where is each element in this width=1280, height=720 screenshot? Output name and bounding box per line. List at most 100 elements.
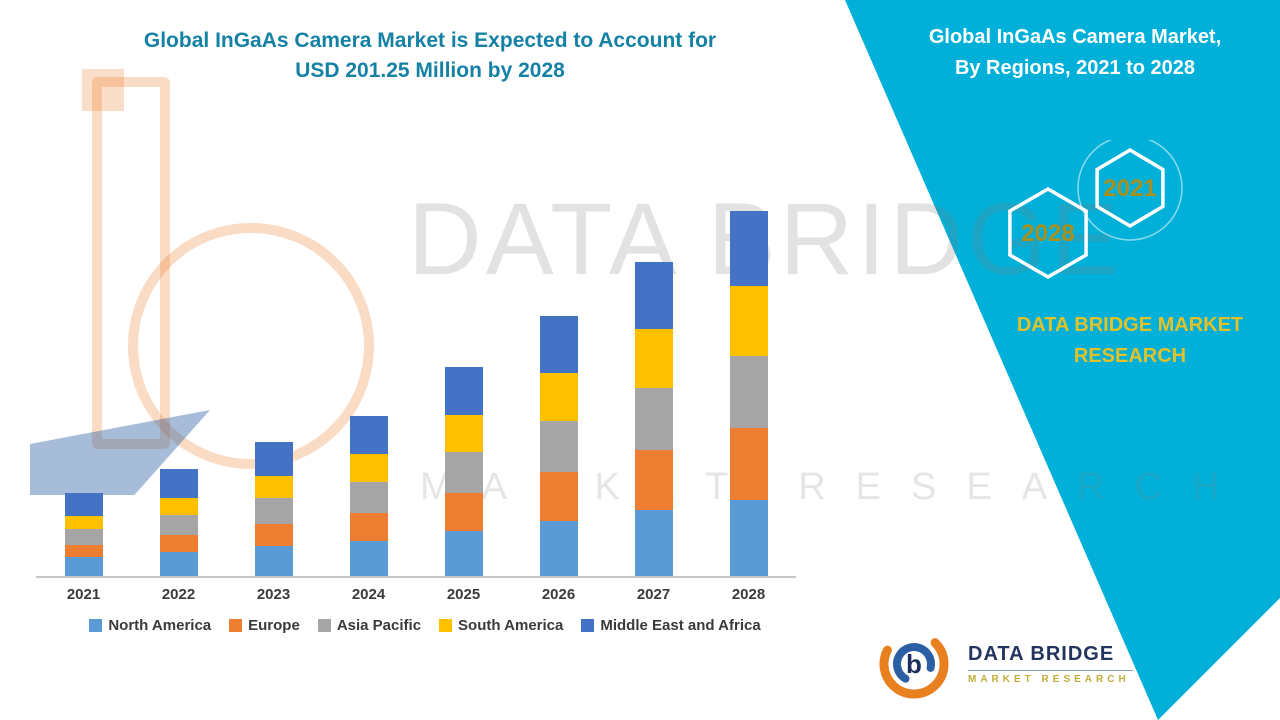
x-axis-label-2024: 2024 <box>351 586 386 603</box>
bar-segment-middle-east-and-africa <box>254 441 293 477</box>
bar-segment-south-america <box>539 372 578 421</box>
chart-title: Global InGaAs Camera Market is Expected … <box>50 26 810 87</box>
legend-swatch-icon <box>89 619 103 632</box>
bar-segment-north-america <box>64 557 103 576</box>
bar-column-2027 <box>606 195 701 576</box>
bar-segment-middle-east-and-africa <box>539 315 578 373</box>
legend-swatch-icon <box>581 619 595 632</box>
legend-item-south-america: South America <box>439 617 563 634</box>
bar-segment-north-america <box>539 520 578 576</box>
legend-label: South America <box>458 617 564 634</box>
hexagon-orbit-circle <box>1077 140 1183 241</box>
legend-swatch-icon <box>229 619 243 632</box>
legend-item-middle-east-and-africa: Middle East and Africa <box>581 617 761 634</box>
bar-segment-asia-pacific <box>254 498 293 525</box>
x-axis-label-2021: 2021 <box>66 586 101 603</box>
bar-segment-asia-pacific <box>159 514 198 536</box>
side-panel-brand: DATA BRIDGE MARKET RESEARCH <box>995 310 1265 372</box>
bar-segment-south-america <box>159 497 198 515</box>
logo-inner-swirl <box>893 643 935 685</box>
bar-segment-europe <box>729 428 768 501</box>
chart-title-line1: Global InGaAs Camera Market is Expected … <box>143 29 717 52</box>
x-axis-label-2025: 2025 <box>446 586 481 603</box>
bar-segment-north-america <box>254 546 293 576</box>
bar-segment-asia-pacific <box>634 387 673 450</box>
bar-segment-south-america <box>729 286 768 356</box>
plot-area <box>36 195 796 578</box>
bar-segment-south-america <box>254 476 293 499</box>
bar-column-2022 <box>131 195 226 576</box>
bar-column-2023 <box>226 195 321 576</box>
company-logo-tagline: MARKET RESEARCH <box>968 674 1130 685</box>
bar-segment-middle-east-and-africa <box>729 210 768 287</box>
hexagon-2021-outline <box>1095 147 1165 229</box>
legend-item-north-america: North America <box>89 617 211 634</box>
bar-segment-asia-pacific <box>539 420 578 473</box>
watermark-logo <box>30 55 450 495</box>
bar-segment-europe <box>159 535 198 552</box>
bar-segment-south-america <box>444 415 483 453</box>
bar-segment-europe <box>539 472 578 521</box>
bar-segment-europe <box>349 513 388 541</box>
x-axis-label-2027: 2027 <box>636 586 671 603</box>
bar-segment-north-america <box>729 500 768 576</box>
legend-label: Asia Pacific <box>336 617 422 634</box>
side-panel-title-line1: Global InGaAs Camera Market, <box>928 26 1222 48</box>
bar-segment-north-america <box>634 510 673 576</box>
bar-column-2021 <box>36 195 131 576</box>
hexagon-2028-outline <box>1008 186 1088 280</box>
side-panel-title-line2: By Regions, 2021 to 2028 <box>954 57 1196 79</box>
bar-segment-europe <box>634 449 673 511</box>
x-axis: 2021 2022 2023 2024 2025 2026 2027 2028 <box>36 586 796 603</box>
side-panel-brand-line2: RESEARCH <box>1073 345 1187 367</box>
bar-segment-asia-pacific <box>729 355 768 429</box>
bar-segment-south-america <box>64 516 103 530</box>
x-axis-label-2026: 2026 <box>541 586 576 603</box>
bar-segment-south-america <box>349 454 388 483</box>
x-axis-label-2028: 2028 <box>731 586 766 603</box>
bar-segment-asia-pacific <box>444 452 483 494</box>
x-axis-label-2022: 2022 <box>161 586 196 603</box>
legend-label: Middle East and Africa <box>600 617 761 634</box>
logo-b-glyph: b <box>906 649 922 679</box>
bar-segment-middle-east-and-africa <box>349 415 388 455</box>
bar-segment-asia-pacific <box>349 482 388 514</box>
legend-item-europe: Europe <box>229 617 300 634</box>
company-logo-divider <box>968 670 1133 671</box>
legend-swatch-icon <box>317 619 331 632</box>
logo-outer-swirl <box>879 629 949 699</box>
hexagon-2021-label: 2021 <box>1103 175 1156 202</box>
side-panel-title: Global InGaAs Camera Market, By Regions,… <box>885 22 1265 84</box>
watermark-logo-square <box>82 69 124 111</box>
legend-label: Europe <box>248 617 300 634</box>
company-logo-text: DATA BRIDGE MARKET RESEARCH <box>968 643 1133 685</box>
hexagon-2028-label: 2028 <box>1021 220 1074 247</box>
bar-segment-middle-east-and-africa <box>444 366 483 416</box>
bar-segment-middle-east-and-africa <box>634 262 673 329</box>
bar-segment-middle-east-and-africa <box>159 468 198 498</box>
chart-legend: North America Europe Asia Pacific South Ame… <box>30 617 820 634</box>
bar-segment-asia-pacific <box>64 529 103 545</box>
bar-segment-north-america <box>444 530 483 576</box>
bar-segment-south-america <box>634 328 673 388</box>
bar-segment-middle-east-and-africa <box>64 492 103 517</box>
x-axis-label-2023: 2023 <box>256 586 291 603</box>
bar-column-2026 <box>511 195 606 576</box>
watermark-logo-bowl <box>128 223 374 469</box>
bar-column-2028 <box>701 195 796 576</box>
company-logo: b DATA BRIDGE MARKET RESEARCH <box>872 622 1133 706</box>
bar-column-2025 <box>416 195 511 576</box>
legend-item-asia-pacific: Asia Pacific <box>317 617 422 634</box>
bar-segment-europe <box>254 524 293 547</box>
bar-segment-europe <box>64 544 103 558</box>
year-hexagons: 2028 2021 <box>1008 140 1183 280</box>
bar-segment-europe <box>444 493 483 531</box>
legend-swatch-icon <box>439 619 453 632</box>
chart-title-line2: USD 201.25 Million by 2028 <box>295 59 565 83</box>
company-logo-brand: DATA BRIDGE <box>968 643 1115 665</box>
side-panel-brand-line1: DATA BRIDGE MARKET <box>1016 314 1244 336</box>
legend-label: North America <box>108 617 212 634</box>
bar-column-2024 <box>321 195 416 576</box>
bar-segment-north-america <box>159 551 198 576</box>
